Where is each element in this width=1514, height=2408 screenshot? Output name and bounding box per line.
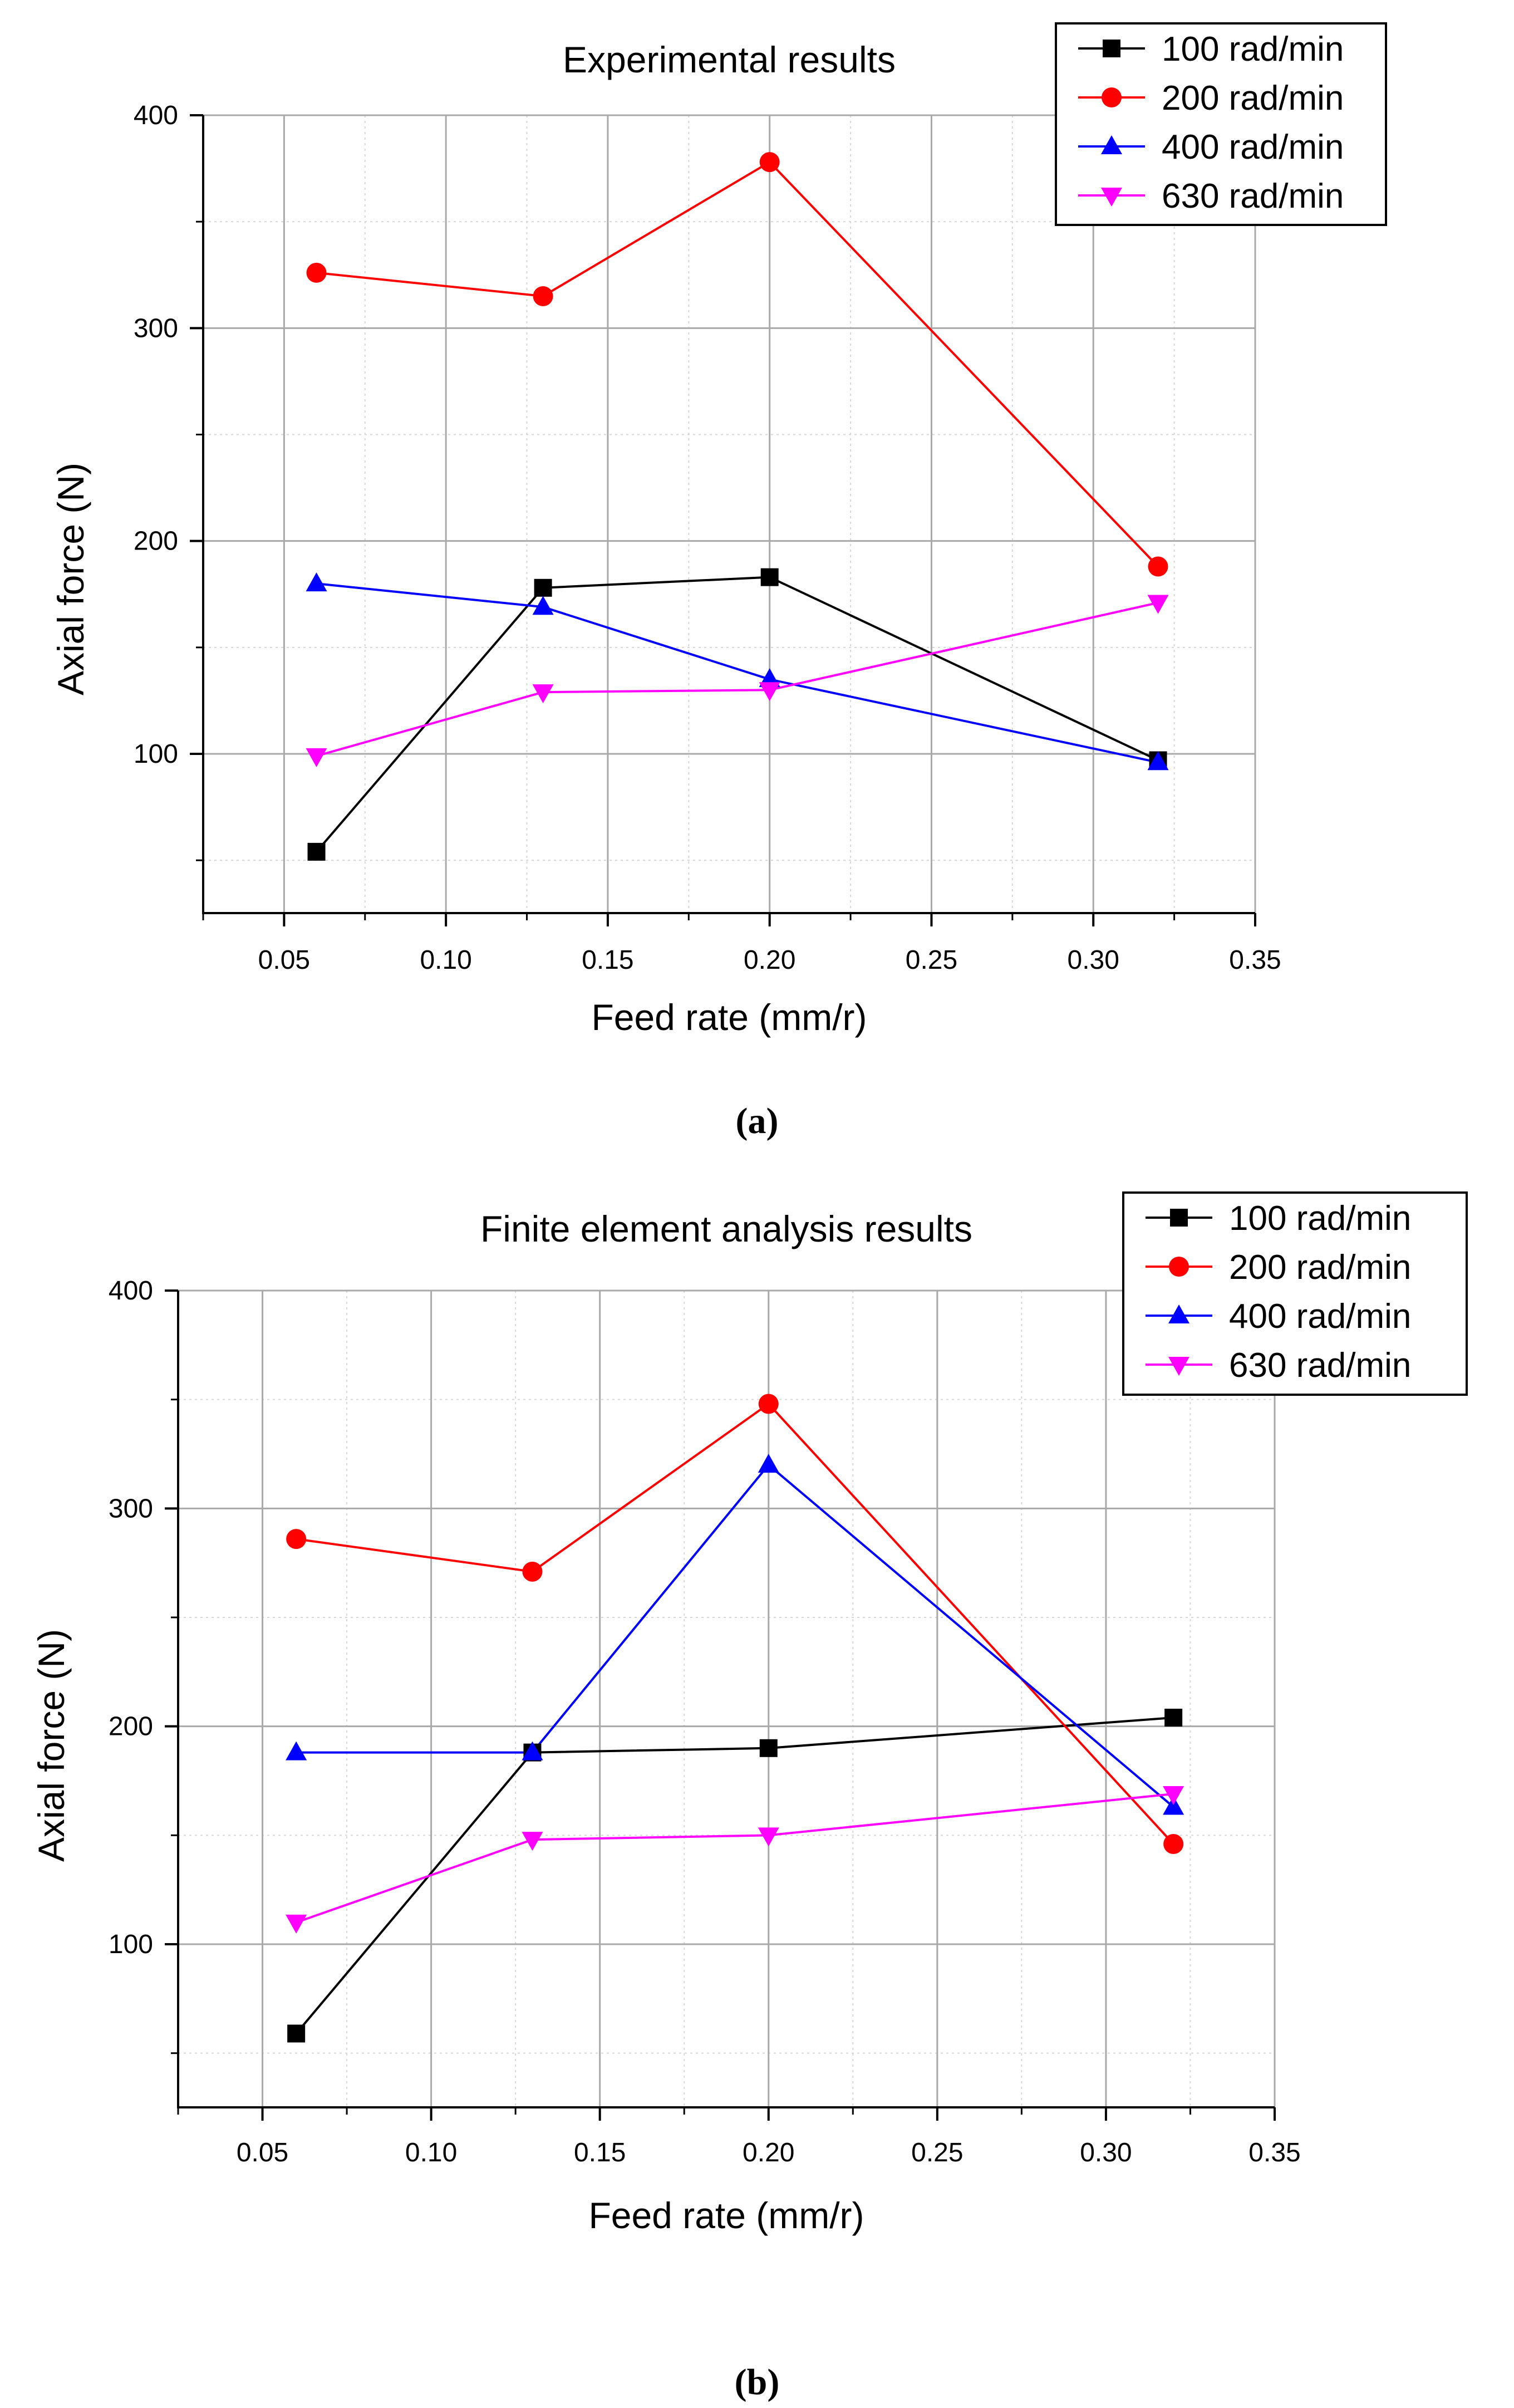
- data-point-630-rad-min: [306, 748, 327, 767]
- data-point-200-rad-min: [1163, 1833, 1184, 1854]
- y-tick-label: 300: [134, 313, 178, 343]
- x-tick-label: 0.10: [405, 2138, 457, 2167]
- data-point-100-rad-min: [307, 842, 326, 861]
- legend-marker-630-rad-min: [1101, 188, 1122, 207]
- data-point-200-rad-min: [758, 1394, 779, 1414]
- data-point-200-rad-min: [759, 152, 780, 173]
- series-line-400-rad-min: [296, 1463, 1174, 1808]
- x-tick-label: 0.20: [744, 945, 795, 975]
- data-point-400-rad-min: [522, 1741, 543, 1760]
- caption-b: (b): [735, 2362, 780, 2402]
- y-tick-label: 200: [134, 527, 178, 556]
- x-tick-label: 0.25: [911, 2138, 963, 2167]
- data-point-200-rad-min: [533, 286, 553, 306]
- data-point-630-rad-min: [1163, 1786, 1184, 1805]
- data-point-100-rad-min: [534, 578, 552, 597]
- series-line-630-rad-min: [296, 1792, 1174, 1924]
- legend-label-200-rad-min: 200 rad/min: [1162, 79, 1344, 117]
- y-tick-label: 400: [109, 1276, 153, 1306]
- series-line-100-rad-min: [316, 576, 1159, 853]
- series-line-200-rad-min: [296, 1402, 1174, 1845]
- chart-experimental-results: 0.05 0.10 0.15 0.20 0.25 0.30 0.35 100 200 300 400…: [50, 22, 1387, 1038]
- x-tick-label: 0.20: [743, 2138, 794, 2167]
- data-point-100-rad-min: [760, 568, 779, 586]
- chart-title: Experimental results: [563, 39, 896, 80]
- x-tick-label: 0.35: [1248, 2138, 1300, 2167]
- legend-marker-400-rad-min: [1168, 1304, 1189, 1323]
- data-point-400-rad-min: [1147, 751, 1169, 771]
- chart-title: Finite element analysis results: [480, 1208, 972, 1249]
- data-point-200-rad-min: [1148, 556, 1168, 577]
- series-line-200-rad-min: [316, 160, 1159, 567]
- legend-label-630-rad-min: 630 rad/min: [1162, 177, 1344, 215]
- data-point-630-rad-min: [1147, 595, 1169, 614]
- data-point-630-rad-min: [759, 682, 780, 702]
- chart-finite-element-results: 0.05 0.10 0.15 0.20 0.25 0.30 0.35 100 200 300 400…: [31, 1191, 1468, 2236]
- legend-label-200-rad-min: 200 rad/min: [1229, 1248, 1411, 1287]
- y-tick-label: 100: [134, 739, 178, 769]
- legend-marker-100-rad-min: [1170, 1209, 1188, 1227]
- data-point-400-rad-min: [306, 572, 327, 592]
- x-tick-label: 0.30: [1080, 2138, 1132, 2167]
- data-point-200-rad-min: [306, 262, 327, 283]
- x-tick-label: 0.15: [574, 2138, 626, 2167]
- legend-label-100-rad-min: 100 rad/min: [1229, 1199, 1411, 1238]
- legend-marker-200-rad-min: [1102, 87, 1122, 107]
- y-tick-label: 100: [109, 1930, 153, 1959]
- y-tick-label: 400: [134, 101, 178, 130]
- legend-marker-630-rad-min: [1168, 1357, 1189, 1376]
- y-axis-label: Axial force (N): [50, 463, 91, 695]
- y-tick-label: 300: [109, 1494, 153, 1523]
- x-tick-label: 0.35: [1229, 945, 1281, 975]
- x-tick-label: 0.05: [237, 2138, 288, 2167]
- data-point-630-rad-min: [532, 684, 554, 704]
- legend-label-400-rad-min: 400 rad/min: [1162, 128, 1344, 166]
- x-tick-label: 0.15: [582, 945, 633, 975]
- data-point-200-rad-min: [522, 1561, 543, 1582]
- data-point-400-rad-min: [1163, 1796, 1184, 1815]
- data-point-400-rad-min: [758, 1454, 779, 1473]
- data-point-400-rad-min: [286, 1741, 307, 1760]
- y-axis-label: Axial force (N): [31, 1629, 72, 1862]
- x-tick-label: 0.05: [258, 945, 310, 975]
- data-point-630-rad-min: [522, 1832, 543, 1851]
- legend-marker-100-rad-min: [1103, 40, 1120, 57]
- data-point-630-rad-min: [286, 1914, 307, 1934]
- data-point-200-rad-min: [286, 1529, 307, 1549]
- data-point-100-rad-min: [1164, 1709, 1183, 1727]
- legend-marker-400-rad-min: [1101, 135, 1122, 154]
- data-point-100-rad-min: [759, 1739, 778, 1757]
- x-axis-label: Feed rate (mm/r): [588, 2195, 864, 2236]
- series-line-400-rad-min: [316, 582, 1158, 764]
- legend-label-400-rad-min: 400 rad/min: [1229, 1297, 1411, 1336]
- series-line-630-rad-min: [316, 601, 1158, 757]
- x-tick-label: 0.25: [906, 945, 957, 975]
- caption-a: (a): [736, 1101, 779, 1141]
- legend-label-100-rad-min: 100 rad/min: [1162, 30, 1344, 68]
- data-point-100-rad-min: [287, 2024, 306, 2043]
- x-tick-label: 0.30: [1068, 945, 1119, 975]
- legend-marker-200-rad-min: [1169, 1257, 1189, 1277]
- x-axis-label: Feed rate (mm/r): [591, 997, 867, 1038]
- y-tick-label: 200: [109, 1712, 153, 1742]
- series-line-100-rad-min: [295, 1717, 1174, 2034]
- data-point-400-rad-min: [532, 596, 554, 615]
- data-point-630-rad-min: [758, 1827, 779, 1847]
- legend-label-630-rad-min: 630 rad/min: [1229, 1346, 1411, 1385]
- x-tick-label: 0.10: [420, 945, 471, 975]
